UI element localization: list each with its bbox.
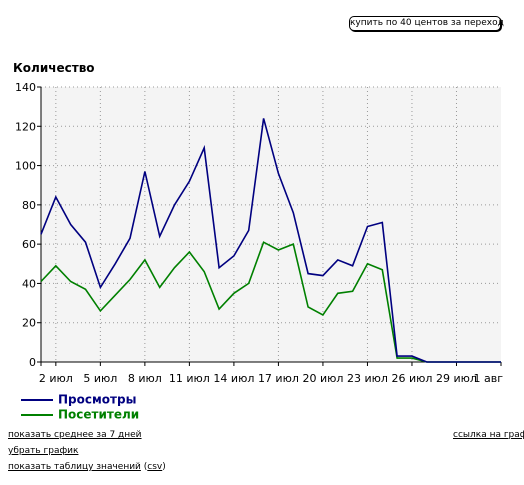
x-tick-label: 8 июл (128, 372, 162, 385)
table-links-row: показать таблицу значений (csv) (8, 462, 166, 472)
plot-area (41, 87, 501, 362)
views-series-line (40, 118, 501, 363)
x-tick-label: 23 июл (347, 372, 388, 385)
remove-chart-link[interactable]: убрать график (8, 446, 79, 456)
y-tick-label: 20 (22, 317, 36, 330)
y-tick-label: 120 (15, 120, 36, 133)
y-tick-label: 80 (22, 199, 36, 212)
legend-item-views: Просмотры (21, 389, 139, 407)
x-tick-label: 14 июл (213, 372, 254, 385)
show-values-table-link[interactable]: показать таблицу значений (8, 462, 141, 472)
y-tick-label: 100 (15, 160, 36, 173)
y-tick-label: 40 (22, 277, 36, 290)
buy-button[interactable]: купить по 40 центов за переход (349, 16, 504, 31)
csv-link[interactable]: csv (147, 462, 163, 472)
x-tick-label: 2 июл (39, 372, 73, 385)
line-chart: 0 20 40 60 80 100 120 140 2 июл 5 июл 8 июл 11 июл… (15, 81, 504, 385)
y-tick-label: 60 (22, 238, 36, 251)
x-tick-label: 5 июл (83, 372, 117, 385)
show-7day-average-link[interactable]: показать среднее за 7 дней (8, 430, 142, 440)
y-tick-label: 0 (29, 356, 36, 369)
x-tick-label: 1 авг (474, 372, 504, 385)
chart-legend: Просмотры Посетители (21, 389, 140, 422)
x-tick-label: 26 июл (391, 372, 432, 385)
x-tick-label: 29 июл (436, 372, 477, 385)
legend-swatch-visitors (21, 413, 53, 416)
y-tick-label: 140 (15, 81, 36, 94)
x-tick-label: 11 июл (169, 372, 210, 385)
x-tick-label: 17 июл (258, 372, 299, 385)
legend-item-visitors: Посетители (21, 404, 140, 422)
y-axis-title: Количество (13, 61, 95, 75)
legend-label-views: Просмотры (58, 392, 137, 407)
x-tick-label: 20 июл (302, 372, 343, 385)
chart-link[interactable]: ссылка на график (453, 430, 524, 440)
legend-label-visitors: Посетители (58, 407, 140, 422)
legend-swatch-views (21, 398, 53, 401)
